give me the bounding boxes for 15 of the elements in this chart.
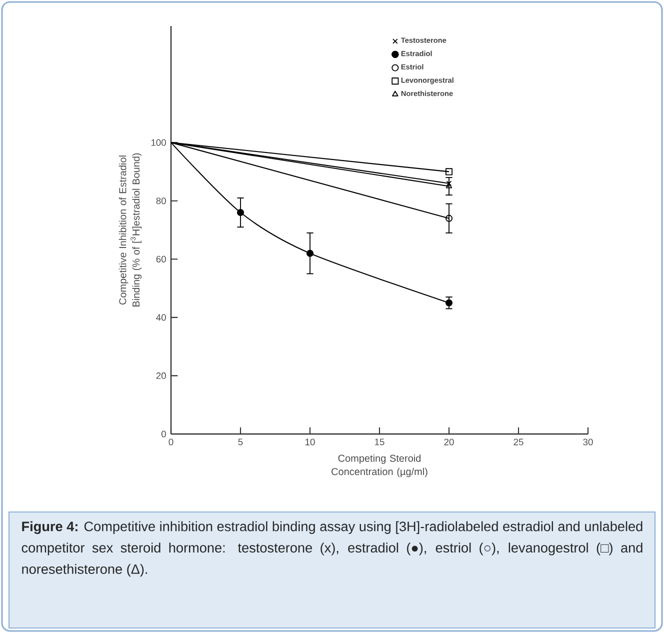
y-tick-label: 100 (151, 139, 166, 146)
text: Figure 4: Competitive inhibition estradiol binding assay using [3H]-radiolabeled estradiol and unlabeled competitor sex steroid hormone: testosterone (x), estradiol (●), estriol (○), levanogestrol (□) and noresethisterone (Δ). (22, 521, 642, 577)
x-tick-label: 20 (444, 438, 454, 446)
y-tick-label: 60 (156, 256, 166, 262)
x-tick-label: 10 (306, 438, 315, 446)
y-tick-label: 20 (156, 372, 166, 380)
x-tick-label: 25 (514, 438, 524, 446)
x-tick-label: 30 (583, 438, 593, 446)
y-tick-label: 0 (161, 430, 166, 438)
x-axis-title: Competing Steroid Concentration (µg/ml) (332, 454, 428, 478)
x-tick-label: 0 (168, 438, 174, 446)
y-tick-label: 40 (156, 314, 166, 321)
y-tick-label: 80 (156, 198, 166, 204)
x-tick-label: 15 (375, 438, 384, 446)
x-tick-label: 5 (238, 438, 243, 446)
